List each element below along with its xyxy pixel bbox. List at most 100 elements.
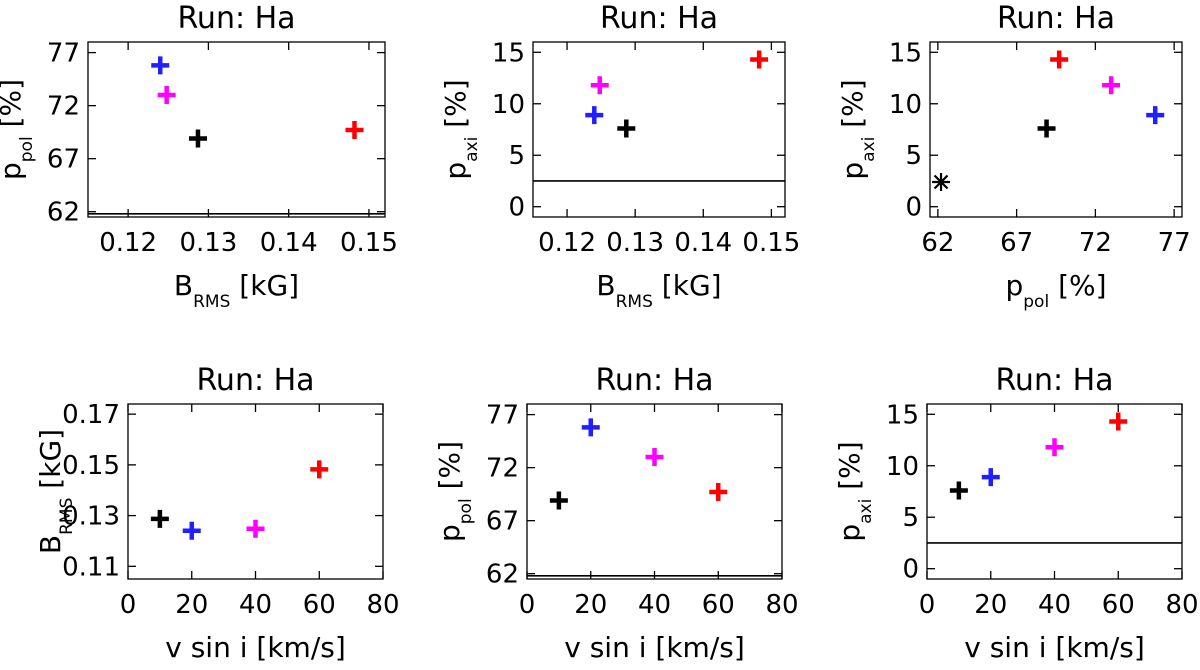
x-tick-label: 60 bbox=[702, 590, 735, 620]
x-axis-label-main: B bbox=[174, 269, 193, 302]
y-axis-label-main: p bbox=[439, 162, 472, 180]
x-axis-label: ppol [%] bbox=[1005, 269, 1106, 312]
x-tick-label: 80 bbox=[366, 590, 399, 620]
y-axis-label-subscript: pol bbox=[456, 498, 476, 524]
x-axis-label: BRMS [kG] bbox=[596, 269, 721, 312]
data-point-plus bbox=[750, 50, 769, 69]
y-axis-label-main: p bbox=[433, 524, 466, 542]
y-tick-label: 0.13 bbox=[62, 502, 120, 532]
x-tick-label: 0.15 bbox=[742, 228, 800, 258]
x-axis-label-subscript: pol bbox=[1023, 292, 1049, 312]
y-tick-label: 0.15 bbox=[62, 451, 120, 481]
data-point-plus bbox=[151, 56, 170, 75]
data-point-plus bbox=[949, 481, 968, 500]
x-tick-label: 80 bbox=[1165, 590, 1198, 620]
y-tick-label: 5 bbox=[508, 141, 525, 171]
y-axis-label: paxi [%] bbox=[833, 441, 876, 541]
data-point-plus bbox=[310, 460, 329, 479]
x-axis-label-unit: [kG] bbox=[653, 269, 722, 302]
y-tick-label: 62 bbox=[486, 560, 519, 590]
data-point-plus bbox=[1050, 50, 1069, 69]
x-axis-label-unit: [kG] bbox=[230, 269, 299, 302]
y-tick-label: 0.17 bbox=[62, 400, 120, 430]
x-axis-label-subscript: RMS bbox=[616, 292, 653, 312]
y-tick-label: 67 bbox=[486, 507, 519, 537]
y-axis-label: BRMS [kG] bbox=[34, 429, 77, 554]
x-axis-label-main: p bbox=[1005, 269, 1023, 302]
x-tick-label: 0.12 bbox=[538, 228, 596, 258]
y-tick-label: 72 bbox=[486, 454, 519, 484]
x-tick-label: 60 bbox=[303, 590, 336, 620]
data-point-plus bbox=[1146, 106, 1165, 125]
y-tick-label: 0 bbox=[905, 193, 922, 223]
x-axis-label: v sin i [km/s] bbox=[964, 631, 1145, 664]
plot-frame bbox=[532, 41, 786, 218]
x-tick-label: 40 bbox=[1038, 590, 1071, 620]
y-axis-label: ppol [%] bbox=[433, 441, 476, 542]
y-axis-label-unit: [kG] bbox=[34, 429, 67, 498]
y-tick-label: 0 bbox=[902, 555, 919, 585]
x-tick-label: 0.15 bbox=[340, 228, 398, 258]
y-axis-label-unit: [%] bbox=[833, 441, 866, 498]
y-tick-label: 10 bbox=[889, 90, 922, 120]
y-tick-label: 15 bbox=[492, 38, 525, 68]
x-tick-label: 72 bbox=[1079, 228, 1112, 258]
y-tick-label: 62 bbox=[47, 198, 80, 228]
data-point-plus bbox=[617, 119, 636, 138]
x-axis-label: v sin i [km/s] bbox=[564, 631, 745, 664]
y-tick-label: 5 bbox=[902, 503, 919, 533]
y-axis-label: paxi [%] bbox=[836, 79, 879, 179]
chart-panel-4: Run: Ha 0 20 40 60 80 0.11 0.13 0.15 0.17 v sin i … bbox=[34, 363, 400, 664]
data-point-plus bbox=[581, 418, 600, 437]
y-axis-label-unit: [%] bbox=[0, 79, 27, 136]
x-tick-label: 40 bbox=[239, 590, 272, 620]
x-tick-label: 60 bbox=[1102, 590, 1135, 620]
x-tick-label: 67 bbox=[1000, 228, 1033, 258]
y-tick-label: 15 bbox=[886, 400, 919, 430]
chart-title: Run: Ha bbox=[995, 363, 1113, 398]
data-point-plus bbox=[1037, 119, 1056, 138]
y-tick-label: 0.11 bbox=[62, 552, 120, 582]
y-tick-label: 72 bbox=[47, 92, 80, 122]
y-tick-label: 15 bbox=[889, 38, 922, 68]
y-tick-label: 10 bbox=[492, 90, 525, 120]
x-tick-label: 0 bbox=[519, 590, 536, 620]
y-axis-label-unit: [%] bbox=[439, 79, 472, 136]
data-point-plus bbox=[1109, 412, 1128, 431]
y-tick-label: 0 bbox=[508, 193, 525, 223]
data-point-plus bbox=[981, 468, 1000, 487]
y-axis-label-subscript: axi bbox=[462, 137, 482, 162]
y-axis-label-main: B bbox=[34, 535, 67, 554]
chart-panel-5: Run: Ha 0 20 40 60 80 62 67 72 77 v sin i [km/s] pp… bbox=[433, 363, 799, 664]
y-tick-label: 77 bbox=[47, 39, 80, 69]
data-point-plus bbox=[709, 483, 728, 502]
data-point-plus bbox=[150, 509, 169, 528]
y-tick-label: 10 bbox=[886, 452, 919, 482]
x-tick-label: 0.13 bbox=[179, 228, 237, 258]
y-axis-label-main: p bbox=[833, 524, 866, 542]
x-tick-label: 77 bbox=[1158, 228, 1191, 258]
data-point-plus bbox=[246, 519, 265, 538]
x-tick-label: 20 bbox=[574, 590, 607, 620]
x-tick-label: 62 bbox=[921, 228, 954, 258]
x-axis-label: v sin i [km/s] bbox=[165, 631, 346, 664]
data-point-plus bbox=[549, 491, 568, 510]
data-point-plus bbox=[590, 76, 609, 95]
y-axis-label-subscript: RMS bbox=[57, 498, 77, 535]
y-tick-label: 77 bbox=[486, 401, 519, 431]
y-tick-label: 5 bbox=[905, 141, 922, 171]
x-tick-label: 20 bbox=[974, 590, 1007, 620]
plot-frame bbox=[127, 403, 384, 580]
y-axis-label-subscript: axi bbox=[856, 499, 876, 524]
x-axis-label: BRMS [kG] bbox=[174, 269, 299, 312]
y-axis-label-unit: [%] bbox=[836, 79, 869, 136]
data-point-plus bbox=[188, 129, 207, 148]
x-tick-label: 0 bbox=[919, 590, 936, 620]
data-point-plus bbox=[157, 86, 176, 105]
y-axis-label: paxi [%] bbox=[439, 79, 482, 179]
x-tick-label: 0.14 bbox=[260, 228, 318, 258]
x-axis-label-unit: [%] bbox=[1049, 269, 1106, 302]
chart-panel-6: Run: Ha 0 20 40 60 80 0 5 10 15 v sin i [km/s] paxi… bbox=[833, 363, 1199, 664]
chart-title: Run: Ha bbox=[997, 1, 1115, 36]
